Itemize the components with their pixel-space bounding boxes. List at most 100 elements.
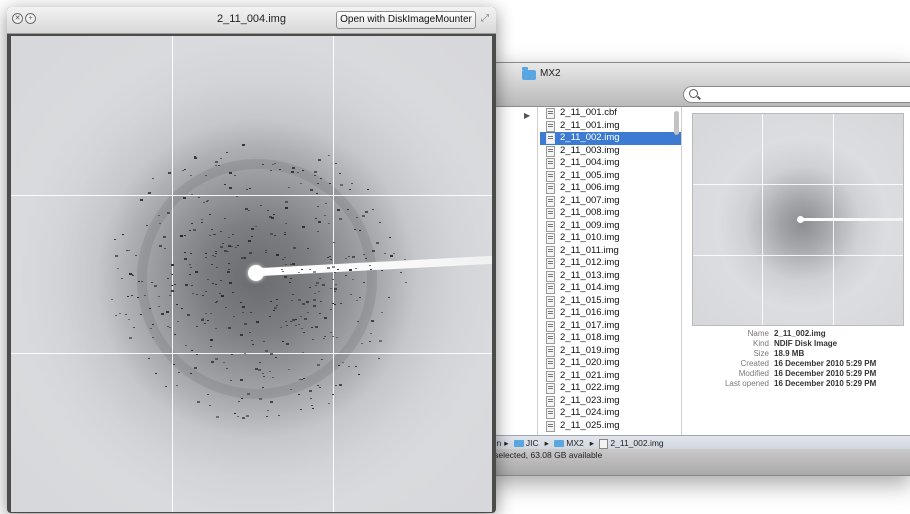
file-list-item[interactable]: 2_11_012.img — [540, 257, 681, 270]
quicklook-titlebar: ✕ + 2_11_004.img Open with DiskImageMoun… — [7, 7, 496, 34]
folder-icon — [554, 440, 565, 448]
file-list-item[interactable]: 2_11_006.img — [540, 182, 681, 195]
diffraction-image — [11, 36, 492, 512]
file-name: 2_11_024.img — [560, 407, 620, 418]
file-name: 2_11_015.img — [560, 294, 620, 306]
folder-icon — [522, 67, 536, 80]
file-info: Name 2_11_002.img Kind NDIF Disk Image Siz… — [682, 329, 910, 389]
info-created-value: 16 December 2010 5:29 PM — [774, 359, 877, 368]
file-name: 2_11_005.img — [560, 169, 620, 181]
file-name: 2_11_017.img — [560, 319, 620, 331]
scrollbar-thumb[interactable] — [674, 111, 679, 135]
status-bar: d selected, 63.08 GB available — [487, 449, 910, 475]
file-list-item[interactable]: 2_11_016.img — [540, 307, 681, 320]
info-name-value: 2_11_002.img — [774, 329, 826, 338]
file-icon — [546, 370, 555, 382]
quicklook-panel: ✕ + 2_11_004.img Open with DiskImageMoun… — [7, 7, 496, 513]
file-list-item[interactable]: 2_11_011.img — [540, 245, 681, 258]
file-name: 2_11_016.img — [560, 307, 620, 318]
file-icon — [546, 420, 555, 432]
file-list-item[interactable]: 2_11_001.img — [540, 120, 681, 133]
file-name: 2_11_012.img — [560, 257, 620, 268]
search-icon — [689, 89, 698, 98]
info-modified-value: 16 December 2010 5:29 PM — [774, 369, 877, 378]
file-icon — [546, 108, 555, 119]
file-name: 2_11_010.img — [560, 232, 620, 243]
info-kind-value: NDIF Disk Image — [774, 339, 838, 348]
file-list-item[interactable]: 2_11_009.img — [540, 220, 681, 233]
file-list-item[interactable]: 2_11_010.img — [540, 232, 681, 245]
file-icon — [546, 320, 555, 332]
file-list-item[interactable]: 2_11_019.img — [540, 345, 681, 358]
file-name: 2_11_019.img — [560, 344, 620, 356]
preview-pane: Name 2_11_002.img Kind NDIF Disk Image Siz… — [682, 107, 910, 435]
file-icon — [546, 195, 555, 207]
file-icon — [546, 295, 555, 307]
file-icon — [546, 283, 555, 294]
file-name: 2_11_013.img — [560, 269, 620, 281]
file-name: 2_11_011.img — [560, 244, 619, 256]
file-name: 2_11_001.cbf — [560, 107, 617, 118]
file-list-item[interactable]: 2_11_008.img — [540, 207, 681, 220]
file-icon — [546, 308, 555, 319]
file-list-column[interactable]: 2_11_001.cbf 2_11_001.img 2_11_002.img 2_11… — [540, 107, 682, 435]
beam-center — [248, 265, 264, 281]
info-kind-label: Kind — [752, 339, 769, 348]
file-icon — [546, 245, 555, 257]
file-list-item[interactable]: 2_11_024.img — [540, 407, 681, 420]
file-list-item[interactable]: 2_11_013.img — [540, 270, 681, 283]
file-name: 2_11_022.img — [560, 382, 620, 393]
finder-titlebar: MX2 — [487, 63, 910, 83]
info-size-value: 18.9 MB — [774, 349, 805, 358]
path-segment-file[interactable]: 2_11_002.img — [599, 438, 666, 449]
fullscreen-icon[interactable]: + — [25, 13, 36, 24]
file-name: 2_11_002.img — [560, 132, 620, 143]
file-icon — [599, 438, 609, 449]
path-segment-label: JIC — [525, 438, 539, 448]
file-list-item[interactable]: 2_11_018.img — [540, 332, 681, 345]
file-icon — [546, 345, 555, 357]
file-name: 2_11_023.img — [560, 394, 620, 406]
file-list-item[interactable]: 2_11_025.img — [540, 420, 681, 433]
preview-thumbnail — [692, 113, 904, 326]
folder-icon — [513, 440, 524, 448]
file-icon — [546, 358, 555, 369]
expand-icon[interactable]: ⤢ — [481, 13, 489, 24]
file-name: 2_11_025.img — [560, 419, 620, 431]
file-name: 2_11_021.img — [560, 369, 620, 381]
file-list-item[interactable]: 2_11_004.img — [540, 157, 681, 170]
file-name: 2_11_008.img — [560, 207, 620, 218]
file-name: 2_11_003.img — [560, 144, 620, 156]
file-list-item[interactable]: 2_11_021.img — [540, 370, 681, 383]
file-list-item[interactable]: 2_11_002.img — [540, 132, 681, 145]
file-name: 2_11_004.img — [560, 157, 620, 168]
file-list-item[interactable]: 2_11_023.img — [540, 395, 681, 408]
search-field[interactable] — [683, 86, 910, 103]
file-list-item[interactable]: 2_11_017.img — [540, 320, 681, 333]
file-list-item[interactable]: 2_11_003.img — [540, 145, 681, 158]
path-segment-jic[interactable]: JIC — [513, 438, 542, 448]
path-segment-mx2[interactable]: MX2 — [554, 438, 586, 448]
finder-window: MX2 ▶ 2_11_001.cbf 2_11_001.img 2_11_002.i… — [486, 62, 910, 476]
file-icon — [546, 333, 555, 344]
file-list-item[interactable]: 2_11_022.img — [540, 382, 681, 395]
file-list-item[interactable]: 2_11_001.cbf — [540, 107, 681, 120]
file-name: 2_11_007.img — [560, 194, 620, 206]
file-icon — [546, 133, 555, 144]
file-list-item[interactable]: 2_11_020.img — [540, 357, 681, 370]
file-list-item[interactable]: 2_11_007.img — [540, 195, 681, 208]
path-bar: rpin▸ JIC▸ MX2▸ 2_11_002.img — [487, 435, 910, 450]
close-icon[interactable]: ✕ — [12, 13, 23, 24]
file-icon — [546, 408, 555, 419]
file-icon — [546, 220, 555, 232]
open-with-button[interactable]: Open with DiskImageMounter — [336, 11, 476, 29]
file-icon — [546, 170, 555, 182]
file-name: 2_11_020.img — [560, 357, 620, 368]
file-icon — [546, 383, 555, 394]
file-icon — [546, 270, 555, 282]
info-name-label: Name — [747, 329, 769, 338]
file-list-item[interactable]: 2_11_014.img — [540, 282, 681, 295]
file-list-item[interactable]: 2_11_005.img — [540, 170, 681, 183]
file-list-item[interactable]: 2_11_015.img — [540, 295, 681, 308]
finder-window-title: MX2 — [540, 68, 561, 79]
